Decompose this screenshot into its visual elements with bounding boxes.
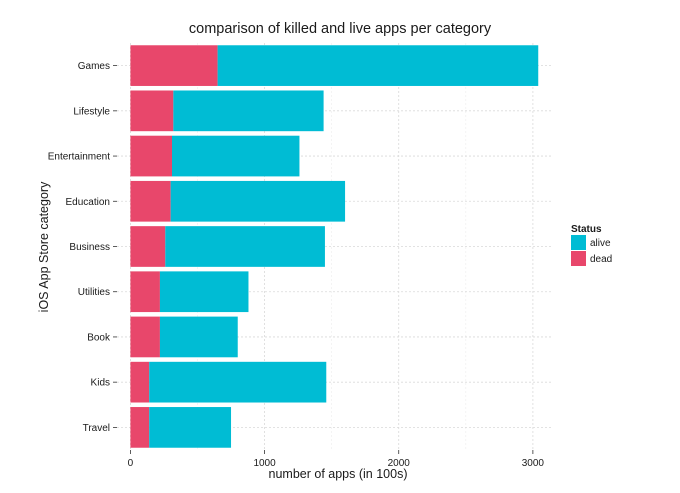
chart-title: comparison of killed and live apps per c… bbox=[189, 21, 492, 37]
x-tick-label: 3000 bbox=[522, 458, 545, 469]
x-tick-label: 0 bbox=[128, 458, 134, 469]
y-tick-label: Utilities bbox=[78, 287, 110, 298]
legend-title: Status bbox=[571, 224, 602, 235]
y-tick-label: Games bbox=[78, 61, 110, 72]
x-tick-label: 1000 bbox=[253, 458, 276, 469]
bar-alive-entertainment bbox=[172, 135, 300, 177]
bar-alive-business bbox=[165, 226, 325, 267]
bar-dead-kids bbox=[130, 361, 150, 403]
y-tick-label: Education bbox=[66, 197, 110, 208]
bar-dead-utilities bbox=[130, 271, 160, 313]
x-tick-label: 2000 bbox=[388, 458, 411, 469]
bar-dead-lifestyle bbox=[130, 90, 174, 132]
y-tick-label: Kids bbox=[91, 378, 110, 389]
bar-alive-games bbox=[217, 45, 539, 86]
bar-alive-book bbox=[159, 316, 238, 358]
x-axis-ticks: 0 1000 2000 3000 bbox=[128, 450, 545, 469]
bar-alive-lifestyle bbox=[173, 90, 324, 132]
legend-label-alive: alive bbox=[590, 238, 611, 249]
bar-alive-education bbox=[170, 180, 346, 222]
y-axis-title: iOS App Store category bbox=[37, 181, 51, 312]
bar-alive-travel bbox=[149, 407, 232, 448]
legend-key-alive bbox=[571, 235, 586, 250]
y-tick-label: Lifestyle bbox=[73, 106, 110, 117]
legend-entries: alive dead bbox=[571, 235, 612, 266]
bar-dead-travel bbox=[130, 407, 150, 448]
legend: Status alive dead bbox=[571, 224, 612, 266]
bar-dead-games bbox=[130, 45, 218, 86]
bar-alive-utilities bbox=[159, 271, 249, 313]
legend-key-dead bbox=[571, 251, 586, 266]
legend-label-dead: dead bbox=[590, 254, 612, 265]
bar-dead-education bbox=[130, 180, 171, 222]
bar-dead-entertainment bbox=[130, 135, 173, 177]
y-tick-label: Business bbox=[69, 242, 110, 253]
y-tick-label: Book bbox=[87, 332, 111, 343]
x-axis-title: number of apps (in 100s) bbox=[269, 467, 408, 481]
plot-area: Games Lifestyle Entertainment Education Busi… bbox=[48, 43, 553, 469]
bar-dead-business bbox=[130, 226, 166, 267]
y-axis-ticks: Games Lifestyle Entertainment Education Busi… bbox=[48, 61, 117, 434]
y-tick-label: Entertainment bbox=[48, 152, 110, 163]
bars bbox=[130, 45, 539, 448]
y-tick-label: Travel bbox=[83, 423, 110, 434]
bar-alive-kids bbox=[149, 361, 327, 403]
bar-dead-book bbox=[130, 316, 160, 358]
